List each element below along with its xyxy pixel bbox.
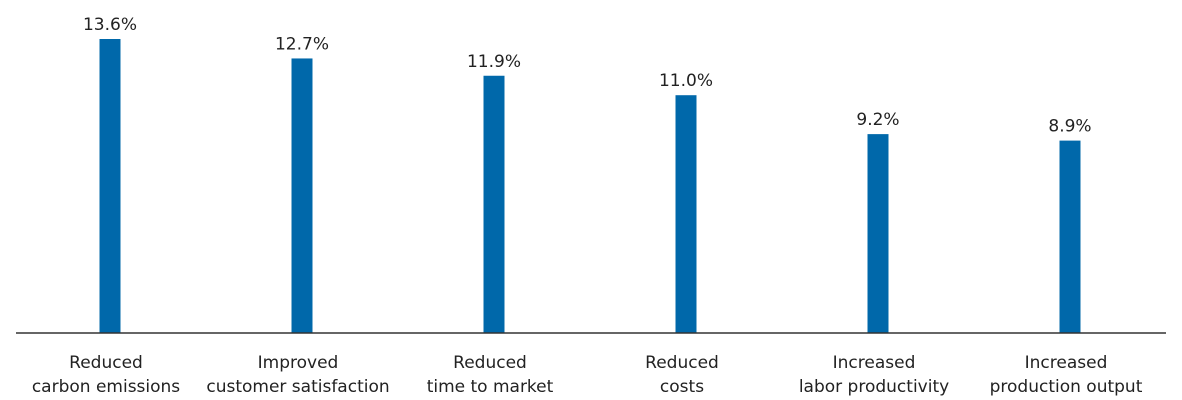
value-label-5: 9.2%: [856, 110, 899, 130]
value-label-6: 8.9%: [1048, 117, 1091, 137]
value-label-2: 12.7%: [275, 34, 329, 54]
bar-1: [99, 39, 121, 333]
category-label-2-line-2: customer satisfaction: [206, 377, 389, 397]
category-label-5-line-1: Increased: [833, 353, 916, 373]
value-label-3: 11.9%: [467, 52, 521, 72]
bar-3: [483, 75, 505, 333]
bar-5: [867, 134, 889, 333]
bar-2: [291, 58, 313, 334]
category-label-5-line-2: labor productivity: [799, 377, 949, 397]
value-labels-group: 13.6% 12.7% 11.9% 11.0% 9.2% 8.9%: [83, 15, 1092, 137]
bar-4: [675, 95, 697, 334]
category-label-2-line-1: Improved: [258, 353, 339, 373]
category-label-6-line-1: Increased: [1025, 353, 1108, 373]
category-label-3-line-2: time to market: [427, 377, 554, 397]
value-label-4: 11.0%: [659, 71, 713, 91]
category-label-4-line-2: costs: [660, 377, 704, 397]
value-label-1: 13.6%: [83, 15, 137, 35]
bars-group: [99, 39, 1081, 334]
category-label-1-line-1: Reduced: [69, 353, 143, 373]
category-label-6-line-2: production output: [990, 377, 1143, 397]
bar-6: [1059, 140, 1081, 333]
category-labels-group: Reduced carbon emissions Improved customer …: [32, 353, 1143, 397]
category-label-3-line-1: Reduced: [453, 353, 527, 373]
category-label-1-line-2: carbon emissions: [32, 377, 180, 397]
category-label-4-line-1: Reduced: [645, 353, 719, 373]
